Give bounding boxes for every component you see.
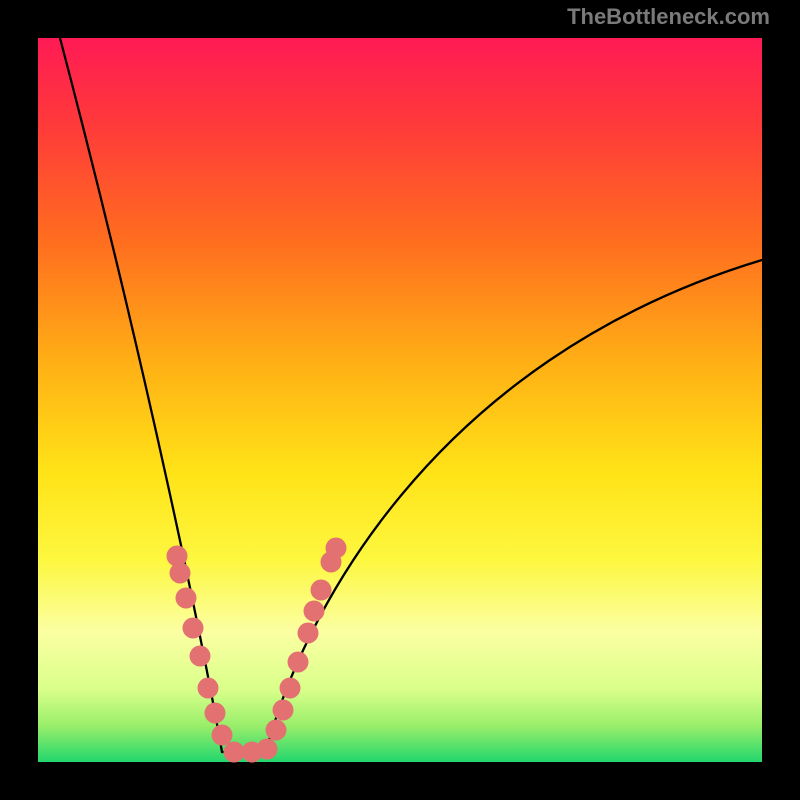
data-marker [190,646,211,667]
data-marker [176,588,197,609]
data-marker [170,563,191,584]
data-marker [280,678,301,699]
data-marker [304,601,325,622]
chart-container: TheBottleneck.com [0,0,800,800]
data-marker [212,725,233,746]
plot-background [38,38,762,762]
data-marker [311,580,332,601]
data-marker [288,652,309,673]
data-marker [326,538,347,559]
watermark-text: TheBottleneck.com [567,4,770,30]
data-marker [266,720,287,741]
data-marker [224,742,245,763]
data-marker [198,678,219,699]
data-marker [273,700,294,721]
data-marker [205,703,226,724]
data-marker [257,739,278,760]
bottleneck-v-chart [0,0,800,800]
data-marker [183,618,204,639]
data-marker [298,623,319,644]
